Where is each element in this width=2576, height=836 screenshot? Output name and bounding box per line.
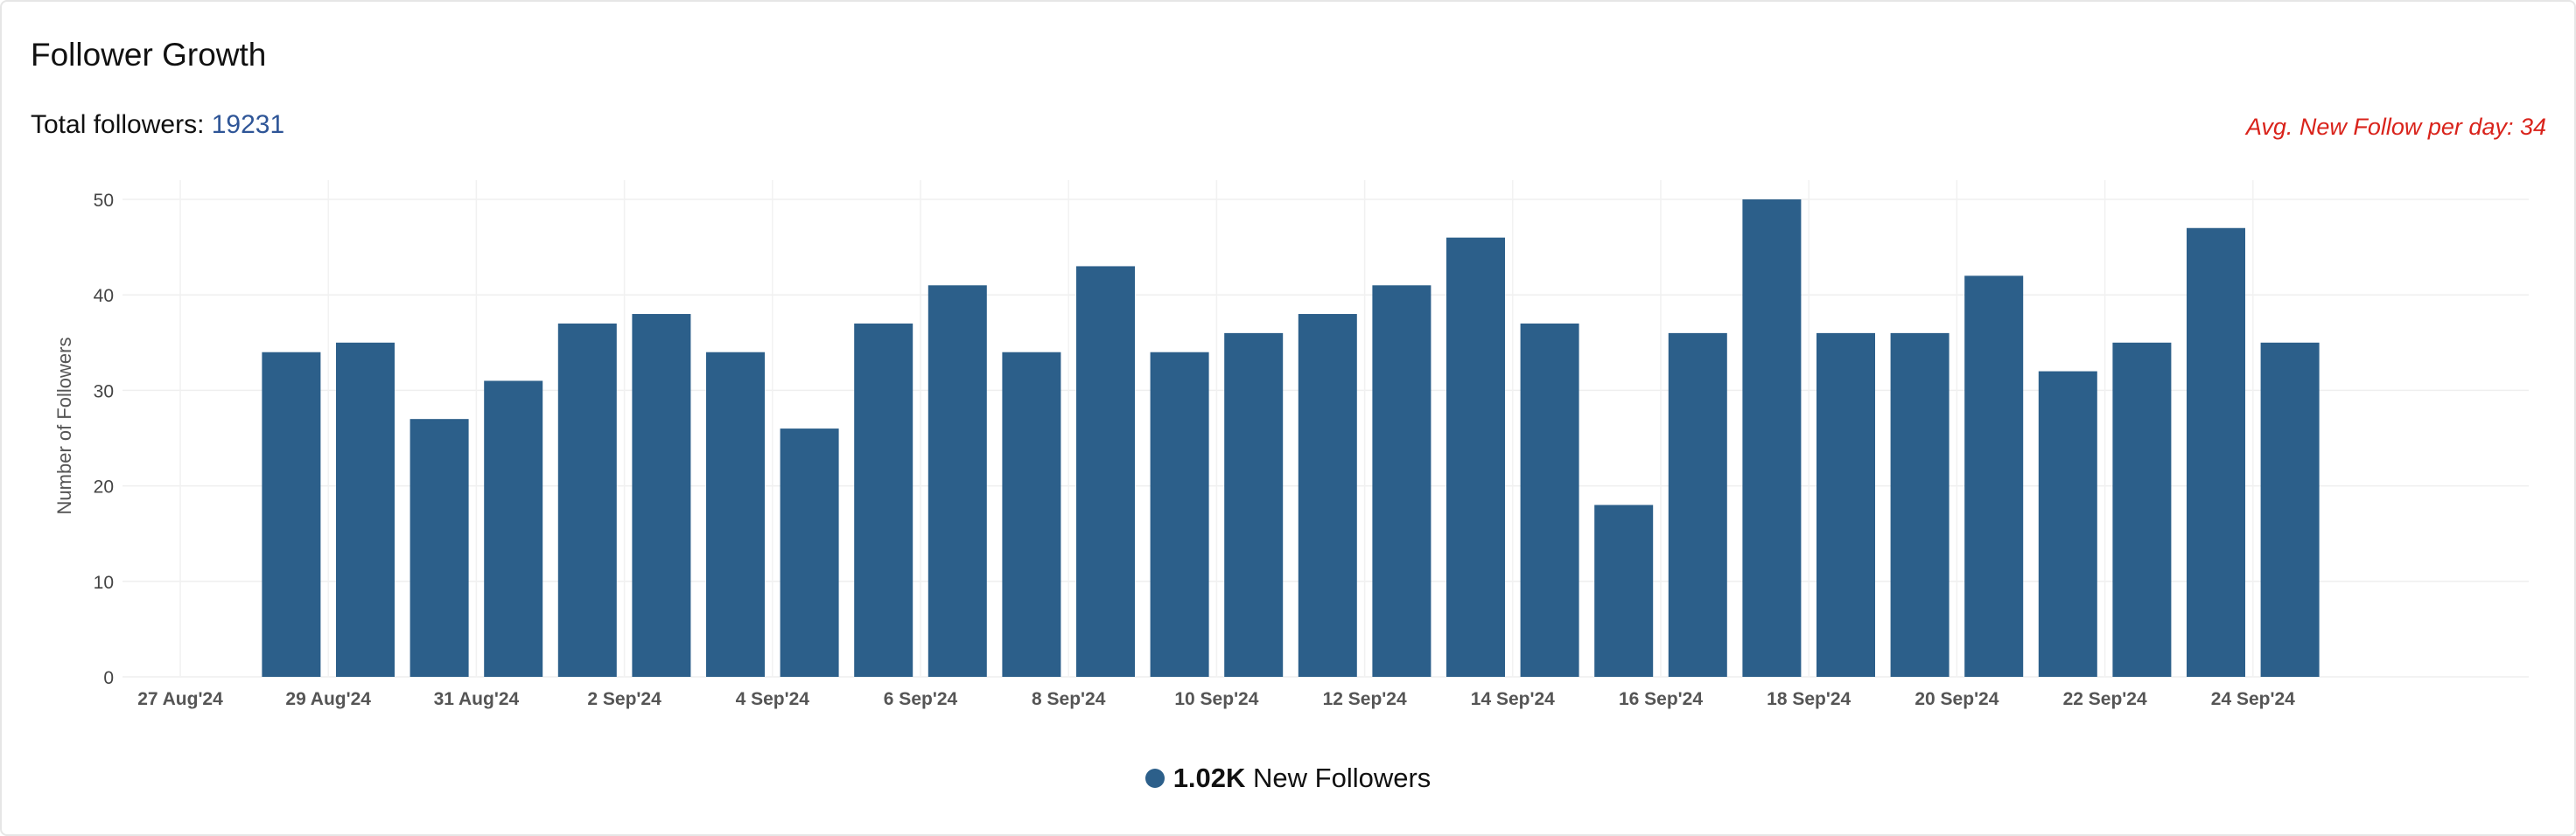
legend-total: 1.02K (1172, 763, 1246, 793)
y-tick-label: 10 (94, 573, 114, 593)
bar[interactable] (1742, 199, 1802, 677)
legend-series-label: New Followers (1245, 763, 1432, 793)
bar[interactable] (1816, 332, 1875, 677)
bar[interactable] (1964, 275, 2024, 677)
x-tick-label: 8 Sep'24 (1032, 689, 1106, 709)
bar[interactable] (2038, 371, 2097, 677)
avg-new-follow-per-day: Avg. New Follow per day: 34 (2245, 114, 2546, 140)
x-tick-label: 12 Sep'24 (1323, 689, 1407, 709)
bar[interactable] (1520, 323, 1579, 677)
x-tick-label: 2 Sep'24 (587, 689, 662, 709)
x-tick-label: 6 Sep'24 (884, 689, 958, 709)
bar[interactable] (1002, 352, 1061, 677)
y-tick-label: 0 (103, 668, 114, 688)
bar[interactable] (262, 352, 321, 677)
chart-title: Follower Growth (31, 37, 267, 73)
bar[interactable] (854, 323, 914, 677)
y-axis-label: Number of Followers (53, 338, 75, 515)
bar[interactable] (336, 342, 395, 677)
x-tick-label: 22 Sep'24 (2063, 689, 2147, 709)
bar-series (262, 199, 2320, 677)
chart-legend[interactable]: 1.02K New Followers (0, 763, 2576, 794)
bar[interactable] (2187, 227, 2245, 677)
bar[interactable] (2112, 342, 2172, 677)
bar[interactable] (1890, 332, 1950, 677)
x-tick-label: 24 Sep'24 (2211, 689, 2295, 709)
bar[interactable] (928, 285, 987, 677)
y-tick-label: 30 (94, 381, 114, 401)
bar[interactable] (557, 323, 617, 677)
legend-marker-icon (1144, 769, 1165, 788)
bar[interactable] (706, 352, 765, 677)
bar[interactable] (1372, 285, 1432, 677)
bar[interactable] (780, 428, 839, 677)
bar[interactable] (2260, 342, 2320, 677)
y-axis: 0 10 20 30 40 50 (94, 191, 114, 688)
x-tick-label: 29 Aug'24 (285, 689, 371, 709)
x-tick-label: 20 Sep'24 (1914, 689, 1998, 709)
total-followers: Total followers: 19231 (31, 110, 284, 140)
y-tick-label: 50 (94, 191, 114, 211)
x-tick-label: 31 Aug'24 (434, 689, 520, 709)
bar[interactable] (1298, 314, 1357, 677)
x-axis: 27 Aug'24 29 Aug'24 31 Aug'24 2 Sep'24 4 Sep… (137, 689, 2295, 709)
x-tick-label: 16 Sep'24 (1619, 689, 1703, 709)
bar[interactable] (1224, 332, 1284, 677)
x-tick-label: 14 Sep'24 (1471, 689, 1555, 709)
bar[interactable] (484, 380, 543, 677)
x-tick-label: 10 Sep'24 (1174, 689, 1258, 709)
bar[interactable] (1076, 266, 1135, 677)
x-tick-label: 4 Sep'24 (736, 689, 810, 709)
bar[interactable] (1668, 332, 1727, 677)
bar[interactable] (632, 314, 691, 677)
total-followers-label: Total followers: (31, 110, 212, 139)
bar[interactable] (1150, 352, 1209, 677)
y-tick-label: 20 (94, 477, 114, 498)
bar[interactable] (410, 419, 469, 677)
y-tick-label: 40 (94, 286, 114, 306)
x-tick-label: 27 Aug'24 (137, 689, 223, 709)
bar[interactable] (1446, 237, 1505, 677)
x-tick-label: 18 Sep'24 (1767, 689, 1851, 709)
total-followers-value: 19231 (211, 110, 285, 139)
bar[interactable] (1594, 505, 1654, 677)
